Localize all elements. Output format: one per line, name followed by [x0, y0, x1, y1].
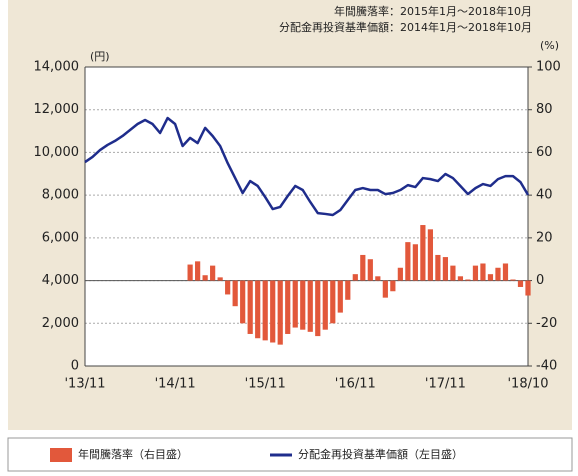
- bar: [450, 265, 456, 281]
- bar: [202, 275, 208, 281]
- y-tick-label: 6,000: [42, 230, 79, 245]
- subtitle: 分配金再投資基準価額：2014年1月～2018年10月: [279, 20, 532, 34]
- y2-tick-label: 0: [536, 273, 544, 288]
- bar: [495, 267, 501, 281]
- bar: [510, 279, 516, 281]
- bar: [472, 265, 479, 281]
- x-tick-label: '13/11: [64, 377, 105, 392]
- bar: [232, 280, 238, 307]
- y2-tick-label: 40: [536, 188, 553, 203]
- x-tick-label: '15/11: [245, 377, 286, 392]
- bar: [307, 280, 313, 332]
- bar: [285, 280, 291, 334]
- bar: [322, 280, 328, 330]
- x-tick-label: '14/11: [155, 377, 196, 392]
- subtitle: 年間騰落率：2015年1月～2018年10月: [334, 4, 532, 18]
- bar: [397, 267, 403, 281]
- bar: [420, 225, 426, 281]
- y-tick-label: 10,000: [34, 145, 80, 160]
- bar: [480, 263, 486, 281]
- y2-unit: (%): [540, 39, 559, 52]
- bar: [352, 274, 358, 281]
- bar: [367, 259, 373, 281]
- bar: [465, 279, 471, 281]
- bar: [277, 280, 283, 345]
- bar: [225, 280, 231, 295]
- bar: [337, 280, 343, 313]
- bar: [517, 280, 524, 287]
- y-unit: (円): [90, 50, 110, 63]
- bar: [375, 276, 381, 281]
- y-tick-label: 4,000: [42, 273, 79, 288]
- bar: [195, 261, 201, 281]
- bar: [502, 263, 509, 281]
- bar: [315, 280, 321, 337]
- bar: [300, 280, 306, 330]
- y-tick-label: 2,000: [42, 316, 79, 331]
- bar: [382, 280, 388, 298]
- y-tick-label: 12,000: [34, 102, 80, 117]
- bar: [442, 257, 449, 281]
- bar: [427, 229, 433, 281]
- bar: [330, 280, 336, 324]
- y-tick-label: 8,000: [42, 188, 79, 203]
- bar: [210, 265, 216, 281]
- bar: [405, 242, 411, 281]
- y2-tick-label: 100: [536, 60, 561, 75]
- y2-tick-label: -40: [536, 359, 557, 374]
- bar: [435, 254, 441, 281]
- bar: [525, 280, 531, 296]
- bar: [187, 264, 193, 281]
- bar: [270, 280, 276, 343]
- y-tick-label: 0: [71, 359, 79, 374]
- bar: [487, 274, 494, 281]
- legend-label: 分配金再投資基準価額（左目盛）: [298, 447, 463, 461]
- legend-swatch: [50, 448, 72, 462]
- y-tick-label: 14,000: [34, 60, 80, 75]
- x-tick-label: '18/10: [507, 377, 548, 392]
- line: [84, 116, 530, 217]
- bar: [262, 280, 268, 341]
- bar: [292, 280, 298, 328]
- legend-label: 年間騰落率（右目盛）: [78, 447, 188, 461]
- x-tick-label: '17/11: [425, 377, 466, 392]
- bar: [390, 280, 396, 292]
- bar: [345, 280, 351, 300]
- bar: [217, 277, 223, 281]
- bar: [240, 280, 246, 324]
- y2-tick-label: -20: [536, 316, 557, 331]
- bar: [247, 280, 253, 334]
- bar: [360, 254, 366, 281]
- y2-tick-label: 20: [536, 230, 553, 245]
- y2-tick-label: 60: [536, 145, 553, 160]
- y2-tick-label: 80: [536, 102, 553, 117]
- bar: [457, 276, 464, 281]
- bar: [412, 244, 418, 281]
- plot-area: [85, 67, 528, 366]
- bar: [255, 280, 261, 339]
- x-tick-label: '16/11: [335, 377, 376, 392]
